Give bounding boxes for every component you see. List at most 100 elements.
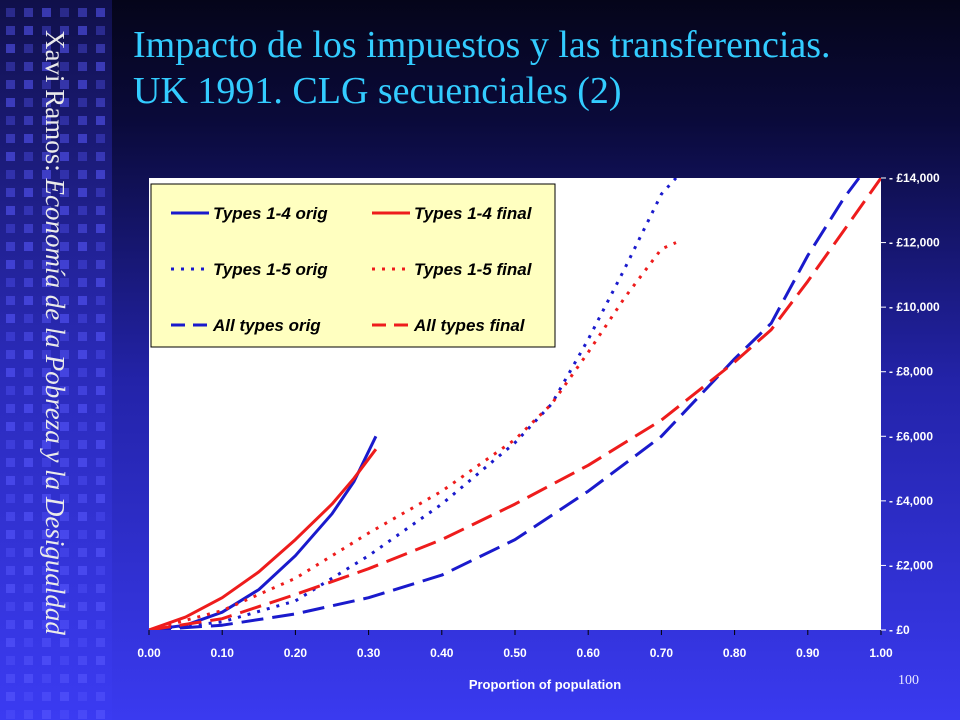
- decorative-squares: [6, 8, 105, 719]
- sidebar-course: Economía de la Pobreza y la Desigualdad: [40, 178, 70, 635]
- decor-square: [60, 368, 69, 377]
- decor-square: [78, 26, 87, 35]
- decor-square: [24, 674, 33, 683]
- decor-square: [42, 458, 51, 467]
- decor-square: [42, 296, 51, 305]
- decor-square: [6, 512, 15, 521]
- decor-square: [6, 422, 15, 431]
- decor-square: [24, 422, 33, 431]
- decor-square: [24, 206, 33, 215]
- decor-square: [96, 134, 105, 143]
- legend-label: All types orig: [212, 316, 321, 335]
- sidebar-caption: Xavi Ramos: Economía de la Pobreza y la …: [30, 30, 70, 690]
- decor-square: [78, 620, 87, 629]
- decor-square: [96, 476, 105, 485]
- x-tick-label: 0.30: [357, 646, 381, 660]
- decor-square: [60, 332, 69, 341]
- decor-square: [60, 494, 69, 503]
- decor-square: [42, 674, 51, 683]
- series-line-4: [149, 178, 861, 630]
- decor-square: [78, 530, 87, 539]
- decor-square: [78, 422, 87, 431]
- decor-square: [60, 440, 69, 449]
- decor-square: [60, 566, 69, 575]
- decor-square: [24, 116, 33, 125]
- decor-square: [24, 350, 33, 359]
- slide-title-line1: Impacto de los impuestos y las transfere…: [133, 24, 831, 66]
- legend-label: Types 1-5 orig: [213, 260, 328, 279]
- decor-square: [24, 188, 33, 197]
- sidebar-author: Xavi Ramos:: [40, 30, 70, 172]
- x-tick-label: 0.50: [503, 646, 527, 660]
- decor-square: [24, 440, 33, 449]
- decor-square: [60, 98, 69, 107]
- decor-square: [78, 260, 87, 269]
- decor-square: [6, 548, 15, 557]
- decor-square: [24, 242, 33, 251]
- decor-square: [60, 8, 69, 17]
- decor-square: [24, 584, 33, 593]
- decor-square: [6, 62, 15, 71]
- decor-square: [42, 80, 51, 89]
- decor-square: [6, 440, 15, 449]
- decor-square: [96, 386, 105, 395]
- decor-square: [6, 8, 15, 17]
- decor-square: [6, 314, 15, 323]
- decor-square: [60, 422, 69, 431]
- decor-square: [96, 674, 105, 683]
- decor-square: [42, 566, 51, 575]
- decor-square: [60, 278, 69, 287]
- decor-square: [6, 170, 15, 179]
- decor-square: [96, 584, 105, 593]
- decor-square: [42, 62, 51, 71]
- decor-square: [78, 476, 87, 485]
- decor-square: [96, 494, 105, 503]
- decor-square: [60, 602, 69, 611]
- y-tick-label: - £8,000: [889, 365, 933, 379]
- slide-title: Impacto de los impuestos y las transfere…: [133, 22, 933, 114]
- decor-square: [96, 422, 105, 431]
- decor-square: [6, 710, 15, 719]
- decor-square: [60, 350, 69, 359]
- decor-square: [60, 710, 69, 719]
- decor-square: [60, 80, 69, 89]
- decor-square: [78, 584, 87, 593]
- decor-square: [42, 494, 51, 503]
- decor-square: [96, 98, 105, 107]
- slide-title-line2: UK 1991. CLG secuenciales (2): [133, 70, 622, 112]
- decor-square: [24, 566, 33, 575]
- decor-square: [60, 224, 69, 233]
- x-tick-label: 0.00: [137, 646, 161, 660]
- decor-square: [6, 134, 15, 143]
- decor-square: [60, 296, 69, 305]
- decor-square: [24, 224, 33, 233]
- decor-square: [60, 548, 69, 557]
- decor-square: [6, 206, 15, 215]
- decor-square: [42, 188, 51, 197]
- decor-square: [42, 548, 51, 557]
- decor-square: [42, 170, 51, 179]
- y-tick-label: - £0: [889, 623, 910, 637]
- decor-square: [96, 458, 105, 467]
- decor-square: [42, 386, 51, 395]
- decor-square: [6, 404, 15, 413]
- decor-square: [24, 512, 33, 521]
- decor-square: [96, 116, 105, 125]
- decor-square: [6, 152, 15, 161]
- decor-square: [60, 314, 69, 323]
- decor-square: [78, 386, 87, 395]
- decor-square: [6, 638, 15, 647]
- decor-square: [42, 710, 51, 719]
- decor-square: [78, 548, 87, 557]
- decor-square: [78, 350, 87, 359]
- decor-square: [60, 530, 69, 539]
- decor-square: [6, 584, 15, 593]
- decor-square: [24, 26, 33, 35]
- decor-square: [60, 188, 69, 197]
- decor-square: [6, 98, 15, 107]
- decor-square: [60, 134, 69, 143]
- decor-square: [42, 260, 51, 269]
- decor-square: [78, 368, 87, 377]
- decor-square: [6, 260, 15, 269]
- decor-square: [96, 188, 105, 197]
